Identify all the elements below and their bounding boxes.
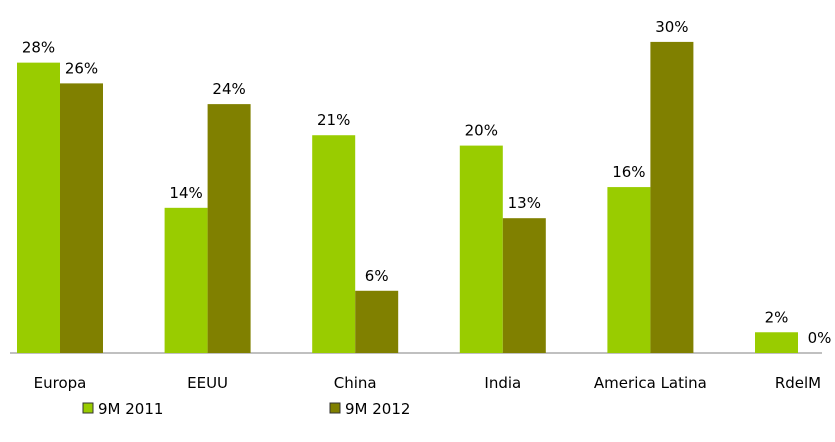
legend-swatch	[329, 402, 341, 414]
data-label: 21%	[317, 111, 350, 129]
bar	[355, 290, 399, 353]
data-label: 0%	[808, 329, 832, 347]
data-label: 28%	[22, 39, 55, 57]
bar	[60, 83, 103, 353]
bar	[164, 207, 208, 353]
legend-swatch	[82, 402, 94, 414]
x-tick-label: EEUU	[187, 374, 228, 392]
data-label: 24%	[212, 80, 245, 98]
x-tick-label: RdelM	[775, 374, 821, 392]
bar	[650, 41, 694, 354]
data-label: 6%	[365, 267, 389, 285]
data-label: 14%	[169, 184, 202, 202]
data-label: 20%	[465, 122, 498, 140]
bar	[607, 187, 651, 353]
bar	[755, 332, 798, 353]
bar	[207, 104, 251, 354]
bar	[502, 218, 546, 353]
bar	[459, 145, 503, 353]
x-tick-label: Europa	[34, 374, 87, 392]
data-label: 16%	[612, 163, 645, 181]
bar	[17, 62, 60, 353]
legend-label: 9M 2012	[345, 400, 410, 418]
data-label: 30%	[655, 18, 688, 36]
x-tick-label: India	[484, 374, 521, 392]
data-label: 2%	[765, 308, 789, 326]
x-tick-label: America Latina	[594, 374, 707, 392]
legend-label: 9M 2011	[98, 400, 163, 418]
data-label: 13%	[508, 194, 541, 212]
bar	[312, 135, 356, 353]
data-label: 26%	[65, 59, 98, 77]
x-tick-label: China	[334, 374, 377, 392]
